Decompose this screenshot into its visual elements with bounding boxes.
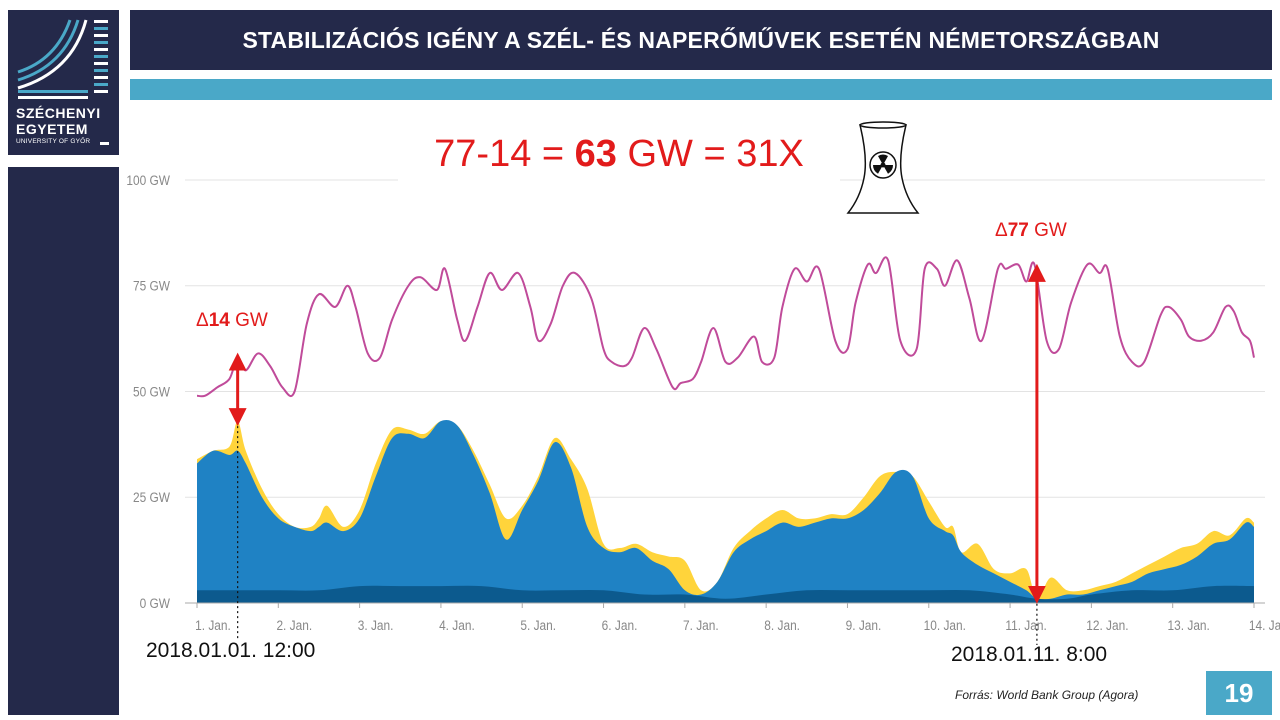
x-tick-label: 12. Jan. <box>1086 617 1128 633</box>
delta1-value: 14 <box>208 310 230 331</box>
x-tick-label: 11. Jan. <box>1005 617 1046 633</box>
university-logo[interactable]: SZÉCHENYI EGYETEM UNIVERSITY OF GYŐR <box>8 10 119 155</box>
delta2-unit: GW <box>1028 220 1067 241</box>
slide-title: STABILIZÁCIÓS IGÉNY A SZÉL- ÉS NAPERŐMŰV… <box>130 10 1272 70</box>
accent-bar <box>130 79 1272 100</box>
logo-subtitle: UNIVERSITY OF GYŐR <box>16 138 91 145</box>
source-text: Forrás: World Bank Group (Agora) <box>955 688 1139 702</box>
equation-part1: 77-14 = <box>434 133 575 175</box>
x-tick-label: 4. Jan. <box>439 617 475 633</box>
delta2-prefix: Δ <box>995 220 1008 241</box>
y-tick-label: 25 GW <box>133 489 171 505</box>
left-sidebar-panel <box>8 167 119 715</box>
y-tick-label: 100 GW <box>126 172 170 188</box>
logo-arc-icon <box>17 19 109 145</box>
y-tick-label: 0 GW <box>140 595 171 611</box>
x-tick-label: 5. Jan. <box>520 617 556 633</box>
wind-area <box>197 420 1254 603</box>
x-tick-label: 8. Jan. <box>764 617 800 633</box>
logo-name-line2: EGYETEM <box>16 121 88 137</box>
x-tick-label: 1. Jan. <box>195 617 231 633</box>
equation-text: 77-14 = 63 GW = 31X <box>398 126 840 182</box>
page-number: 19 <box>1206 671 1272 715</box>
nuclear-cooling-tower-icon <box>846 121 920 214</box>
offshore-wind-area <box>197 585 1254 603</box>
delta1-unit: GW <box>229 310 268 331</box>
equation-bold-value: 63 <box>574 133 617 175</box>
load-line <box>196 256 1255 398</box>
date-label-2: 2018.01.11. 8:00 <box>951 643 1108 666</box>
x-tick-label: 6. Jan. <box>602 617 638 633</box>
date-label-1: 2018.01.01. 12:00 <box>146 639 316 662</box>
x-tick-label: 10. Jan. <box>924 617 966 633</box>
y-tick-label: 75 GW <box>133 278 171 294</box>
x-tick-label: 9. Jan. <box>846 617 882 633</box>
delta-14-label: Δ14 GW <box>196 310 268 332</box>
x-tick-label: 3. Jan. <box>358 617 394 633</box>
x-tick-label: 13. Jan. <box>1168 617 1210 633</box>
delta2-value: 77 <box>1007 220 1029 241</box>
y-tick-label: 50 GW <box>133 384 171 400</box>
logo-name-line1: SZÉCHENYI <box>16 105 101 121</box>
x-tick-label: 14. Jan. <box>1249 617 1280 633</box>
delta1-prefix: Δ <box>196 310 209 331</box>
x-tick-label: 2. Jan. <box>276 617 312 633</box>
radiation-symbol-icon <box>869 151 897 179</box>
x-tick-label: 7. Jan. <box>683 617 719 633</box>
equation-part2: GW = 31X <box>616 133 804 175</box>
delta-77-label: Δ77 GW <box>995 220 1067 242</box>
